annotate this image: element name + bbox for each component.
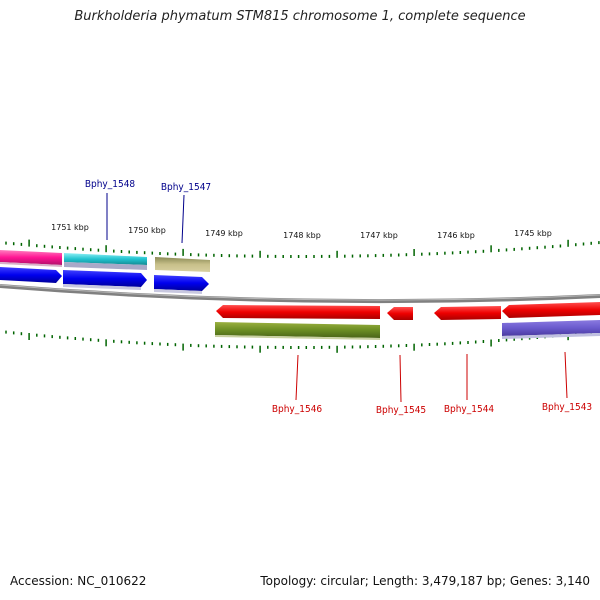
gene-bphy-1543[interactable] bbox=[502, 320, 600, 336]
forward-gene-track bbox=[0, 250, 210, 294]
gene-bphy-1546[interactable] bbox=[215, 322, 380, 338]
gene-pink[interactable] bbox=[0, 250, 62, 265]
scale-label-1750: 1750 kbp bbox=[128, 226, 166, 235]
label-leaders bbox=[106, 193, 568, 403]
gene-labels: Bphy_1548 Bphy_1547 Bphy_1546 Bphy_1545 … bbox=[85, 179, 592, 416]
leader-bphy-1545 bbox=[399, 354, 402, 403]
label-bphy-1544[interactable]: Bphy_1544 bbox=[444, 404, 495, 415]
gene-blue-3-shadow bbox=[154, 289, 202, 294]
gene-bphy-1546-red[interactable] bbox=[216, 305, 380, 319]
map-title: Burkholderia phymatum STM815 chromosome … bbox=[74, 9, 526, 24]
gene-bphy-1544[interactable] bbox=[434, 306, 501, 320]
scale-label-1746: 1746 kbp bbox=[437, 231, 475, 240]
gene-bphy-1543-shadow bbox=[502, 333, 600, 339]
leader-bphy-1547 bbox=[181, 194, 185, 244]
gene-blue-1[interactable] bbox=[0, 267, 62, 283]
label-bphy-1546[interactable]: Bphy_1546 bbox=[272, 404, 323, 415]
label-bphy-1543[interactable]: Bphy_1543 bbox=[542, 402, 592, 413]
scale-label-1745: 1745 kbp bbox=[514, 229, 552, 238]
gene-blue-2[interactable] bbox=[63, 270, 147, 287]
gene-bphy-1548[interactable] bbox=[64, 253, 147, 265]
chromosome-backbone bbox=[0, 284, 600, 304]
forward-tick-row bbox=[5, 239, 600, 258]
topology-summary-text: Topology: circular; Length: 3,479,187 bp… bbox=[260, 574, 590, 588]
gene-bphy-1546-shadow bbox=[215, 335, 380, 340]
gene-blue-3[interactable] bbox=[154, 275, 209, 291]
leader-bphy-1543 bbox=[564, 351, 568, 399]
accession-text: Accession: NC_010622 bbox=[10, 574, 147, 588]
label-bphy-1547[interactable]: Bphy_1547 bbox=[161, 182, 211, 193]
gene-bphy-1543-red[interactable] bbox=[502, 302, 600, 318]
scale-label-1747: 1747 kbp bbox=[360, 231, 398, 240]
gene-bphy-1547[interactable] bbox=[155, 257, 210, 272]
label-bphy-1545[interactable]: Bphy_1545 bbox=[376, 405, 426, 416]
gene-blue-2-shadow bbox=[63, 284, 141, 290]
scale-label-1748: 1748 kbp bbox=[283, 231, 321, 240]
gene-bphy-1545[interactable] bbox=[387, 307, 413, 320]
scale-labels: 1751 kbp 1750 kbp 1749 kbp 1748 kbp 1747… bbox=[51, 223, 552, 240]
scale-label-1749: 1749 kbp bbox=[205, 229, 243, 238]
gene-pink-shadow bbox=[0, 262, 62, 267]
label-bphy-1548[interactable]: Bphy_1548 bbox=[85, 179, 136, 190]
gene-bphy-1548-shadow bbox=[64, 262, 147, 270]
chromosome-backbone-highlight bbox=[0, 284, 600, 301]
leader-bphy-1546 bbox=[295, 354, 299, 401]
scale-label-1751: 1751 kbp bbox=[51, 223, 89, 232]
reverse-tick-row bbox=[5, 330, 600, 353]
reverse-gene-track bbox=[215, 302, 600, 340]
